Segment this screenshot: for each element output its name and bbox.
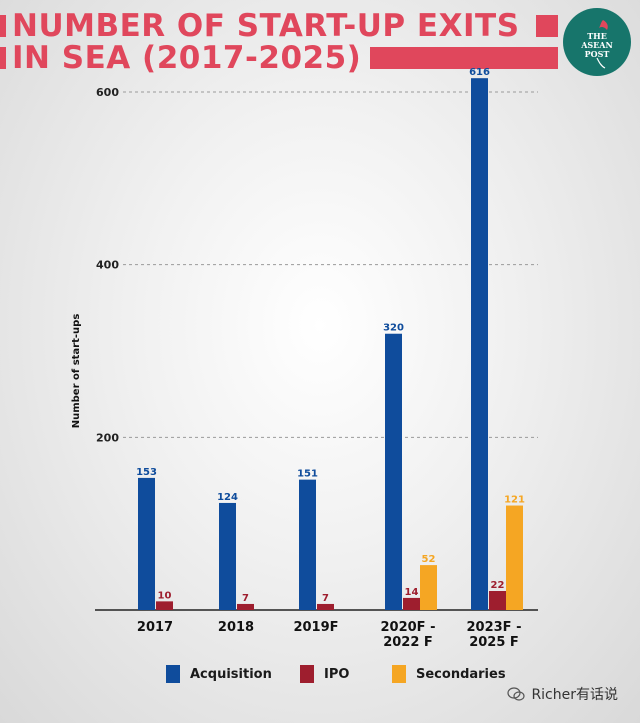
title-stripe-right-2	[370, 47, 558, 69]
bar-acquisition-0	[138, 477, 155, 610]
data-label-ipo-1: 7	[242, 593, 249, 604]
data-label-ipo-3: 14	[405, 587, 419, 598]
data-label-secondaries-4: 121	[504, 495, 525, 506]
bar-secondaries-3	[420, 565, 437, 610]
x-tick-label-4-1: 2025 F	[469, 635, 519, 650]
logo-line2: ASEAN	[581, 40, 613, 50]
title-stripe-left-2	[0, 47, 6, 69]
data-label-acquisition-4: 616	[469, 67, 490, 78]
bar-acquisition-2	[299, 479, 316, 610]
title-stripe-left	[0, 15, 6, 37]
title-banner: NUMBER OF START-UP EXITS IN SEA (2017-20…	[0, 0, 640, 80]
data-label-acquisition-3: 320	[383, 323, 404, 334]
data-label-ipo-0: 10	[158, 590, 172, 601]
bar-ipo-1	[237, 603, 254, 610]
wechat-icon	[507, 687, 526, 701]
x-tick-label-3-0: 2020F -	[381, 620, 436, 635]
bar-ipo-0	[156, 601, 173, 610]
y-tick-label-600: 600	[96, 86, 119, 99]
y-tick-label-200: 200	[96, 431, 119, 444]
x-tick-label-2-0: 2019F	[293, 620, 338, 635]
asean-post-logo: THE ASEAN POST	[563, 8, 631, 76]
logo-line1: THE	[587, 31, 607, 41]
page-title-line2: IN SEA (2017-2025)	[12, 40, 362, 76]
data-label-ipo-4: 22	[491, 580, 505, 591]
x-tick-label-0-0: 2017	[137, 620, 173, 635]
bar-secondaries-4	[506, 505, 523, 610]
data-label-acquisition-2: 151	[297, 469, 318, 480]
data-label-ipo-2: 7	[322, 593, 329, 604]
legend-label-acquisition: Acquisition	[190, 666, 272, 682]
logo-line3: POST	[584, 49, 610, 59]
bar-acquisition-4	[471, 78, 488, 611]
legend-swatch-acquisition	[166, 665, 180, 683]
data-label-secondaries-3: 52	[422, 554, 436, 565]
bar-ipo-3	[403, 597, 420, 610]
legend-acquisition: Acquisition	[166, 663, 272, 685]
legend-secondaries: Secondaries	[392, 663, 506, 685]
x-tick-label-3-1: 2022 F	[383, 635, 433, 650]
legend-swatch-ipo	[300, 665, 314, 683]
bar-acquisition-3	[385, 333, 402, 610]
x-tick-label-1-0: 2018	[218, 620, 254, 635]
bar-acquisition-1	[219, 502, 236, 610]
bird-icon	[596, 20, 608, 69]
legend-label-ipo: IPO	[324, 666, 350, 682]
legend-swatch-secondaries	[392, 665, 406, 683]
bar-ipo-2	[317, 603, 334, 610]
watermark: Richer有话说	[507, 684, 618, 704]
page-title-line1: NUMBER OF START-UP EXITS	[12, 8, 520, 44]
x-tick-label-4-0: 2023F -	[467, 620, 522, 635]
data-label-acquisition-1: 124	[217, 492, 238, 503]
y-tick-label-400: 400	[96, 259, 119, 272]
logo-text: THE ASEAN POST	[563, 32, 631, 59]
title-stripe-right-1	[536, 15, 558, 37]
legend-label-secondaries: Secondaries	[416, 666, 506, 682]
legend-ipo: IPO	[300, 663, 349, 685]
data-label-acquisition-0: 153	[136, 467, 157, 478]
y-axis-label: Number of start-ups	[71, 314, 82, 429]
watermark-text: Richer有话说	[531, 687, 618, 703]
bar-ipo-4	[489, 591, 506, 610]
